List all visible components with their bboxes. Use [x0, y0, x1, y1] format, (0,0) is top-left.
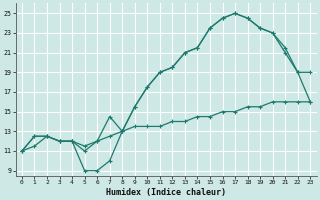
X-axis label: Humidex (Indice chaleur): Humidex (Indice chaleur)	[106, 188, 226, 197]
